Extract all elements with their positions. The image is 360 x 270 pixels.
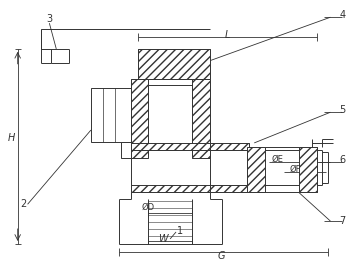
Text: 5: 5 xyxy=(339,105,346,115)
Text: G: G xyxy=(218,251,225,261)
Bar xyxy=(299,147,316,193)
Bar xyxy=(121,142,139,158)
Text: ØD: ØD xyxy=(142,203,155,212)
Bar xyxy=(139,49,210,79)
Text: 6: 6 xyxy=(339,155,345,165)
Text: ØE: ØE xyxy=(272,155,284,164)
Text: 7: 7 xyxy=(339,216,346,226)
Text: W: W xyxy=(158,234,168,244)
Bar xyxy=(210,185,249,193)
Bar xyxy=(192,79,210,158)
Bar xyxy=(131,79,148,158)
Text: H: H xyxy=(8,133,15,143)
Bar xyxy=(247,147,265,193)
Text: 3: 3 xyxy=(46,14,53,24)
Text: 2: 2 xyxy=(21,199,27,209)
Text: ØF: ØF xyxy=(289,165,301,174)
Text: 4: 4 xyxy=(339,10,345,20)
Bar xyxy=(247,147,316,193)
Text: L: L xyxy=(225,30,230,40)
Text: 1: 1 xyxy=(177,226,183,236)
Bar xyxy=(91,89,139,142)
Bar xyxy=(210,143,249,150)
Bar xyxy=(131,143,210,150)
Bar xyxy=(131,185,210,193)
